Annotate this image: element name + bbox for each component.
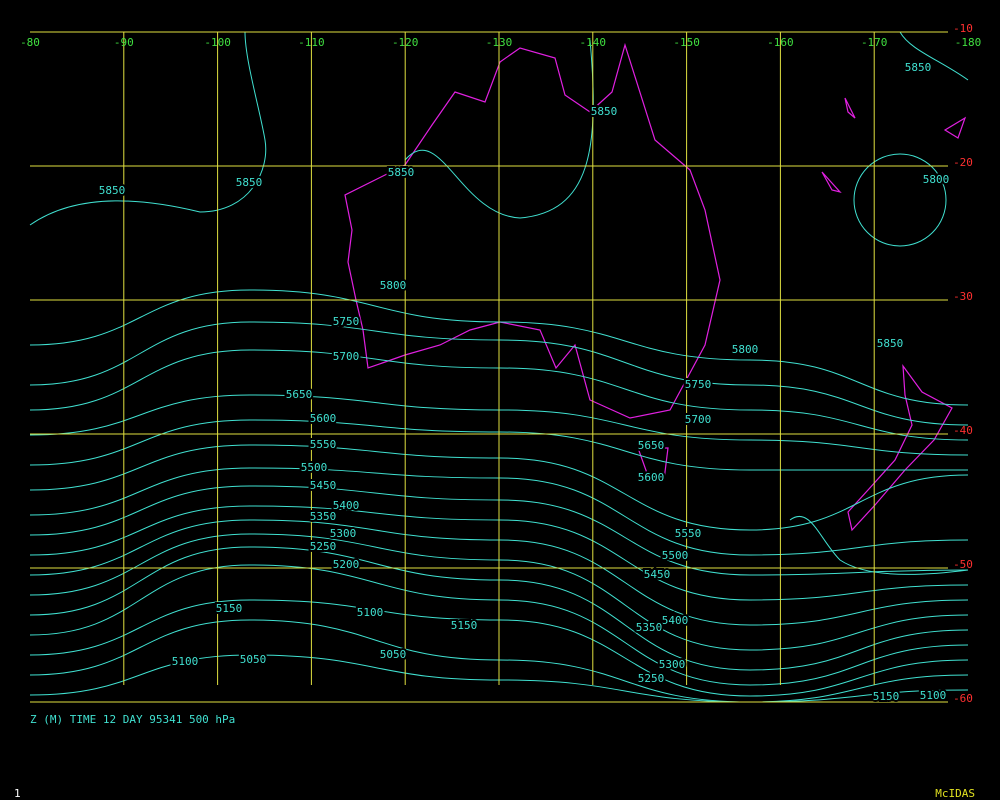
contour-label: 5850 [236,176,263,189]
contour-line [29,505,969,601]
lat-label: -40 [953,424,973,437]
brand: McIDAS [935,787,975,800]
contour-label: 5100 [357,606,384,619]
contour-label: 5500 [301,461,328,474]
lon-label: -130 [486,36,513,49]
caption: Z (M) TIME 12 DAY 95341 500 hPa [30,713,235,726]
contours [29,31,969,703]
contour-label: 5800 [732,343,759,356]
tasmania-coast [637,447,669,481]
contour-label: 5050 [380,648,407,661]
island-coast [821,97,967,194]
contour-label: 5150 [873,690,900,703]
contour-line [29,289,969,406]
contour-label: 5150 [451,619,478,632]
contour-line [29,419,968,471]
australia-coast [344,42,721,419]
contour-label: 5650 [638,439,665,452]
lat-label: -50 [953,558,973,571]
lon-label: -140 [580,36,607,49]
contour-line [29,533,969,651]
lon-label: -170 [861,36,888,49]
contour-line [29,546,969,671]
contour-label: 5600 [310,412,337,425]
contour-label: 5200 [333,558,360,571]
contour-line [29,619,969,703]
contour-line [853,153,947,247]
contour-line [29,485,969,576]
contour-label: 5850 [99,184,126,197]
lon-label: -80 [20,36,40,49]
contour-line [29,321,969,426]
contour-label: 5600 [638,471,665,484]
contour-label: 5800 [923,173,950,186]
contour-line [29,31,267,226]
contour-label: 5450 [310,479,337,492]
lat-label: -10 [953,22,973,35]
contour-line [29,564,969,686]
lon-label: -100 [204,36,231,49]
contour-line [29,444,969,531]
lat-label: -60 [953,692,973,705]
contour-label: 5250 [310,540,337,553]
contour-label: 5400 [333,499,360,512]
lon-label: -180 [955,36,982,49]
labels: 5850 5850 5850 5850 5850 5800 5800 5750 5700 5800… [97,59,952,705]
coastlines [344,42,967,532]
lat-label: -30 [953,290,973,303]
contour-label: 5850 [388,166,415,179]
contour-label: 5850 [905,61,932,74]
lon-label: -160 [767,36,794,49]
contour-label: 5350 [310,510,337,523]
frame-number: 1 [14,787,21,800]
lon-label: -90 [114,36,134,49]
contour-line [29,654,969,703]
lon-label: -120 [392,36,419,49]
contour-label: 5650 [286,388,313,401]
contour-label: 5100 [920,689,947,702]
contour-line [29,394,969,456]
contour-line [29,599,969,697]
contour-label: 5800 [380,279,407,292]
contour-label: 5300 [330,527,357,540]
contour-label: 5150 [216,602,243,615]
contour-label: 5700 [333,350,360,363]
contour-label: 5050 [240,653,267,666]
contour-label: 5100 [172,655,199,668]
contour-label: 5250 [638,672,665,685]
contour-line [29,467,969,556]
contour-label: 5750 [333,315,360,328]
contour-label: 5550 [675,527,702,540]
contour-line [789,515,969,575]
contour-label: 5700 [685,413,712,426]
contour-label: 5750 [685,378,712,391]
contour-line [29,349,969,441]
contour-label: 5850 [877,337,904,350]
lon-label: -150 [673,36,700,49]
lat-label: -20 [953,156,973,169]
contour-label: 5400 [662,614,689,627]
contour-label: 5450 [644,568,671,581]
contour-label: 5850 [591,105,618,118]
lon-label: -110 [298,36,325,49]
contour-label: 5300 [659,658,686,671]
grid: -80 -90 -100 -110 -120 -130 -140 -150 -160 -170 -1… [20,22,981,705]
new-zealand-coast [847,363,953,532]
contour-label: 5350 [636,621,663,634]
contour-line [899,31,969,81]
contour-label: 5550 [310,438,337,451]
contour-line [29,519,969,626]
contour-label: 5500 [662,549,689,562]
